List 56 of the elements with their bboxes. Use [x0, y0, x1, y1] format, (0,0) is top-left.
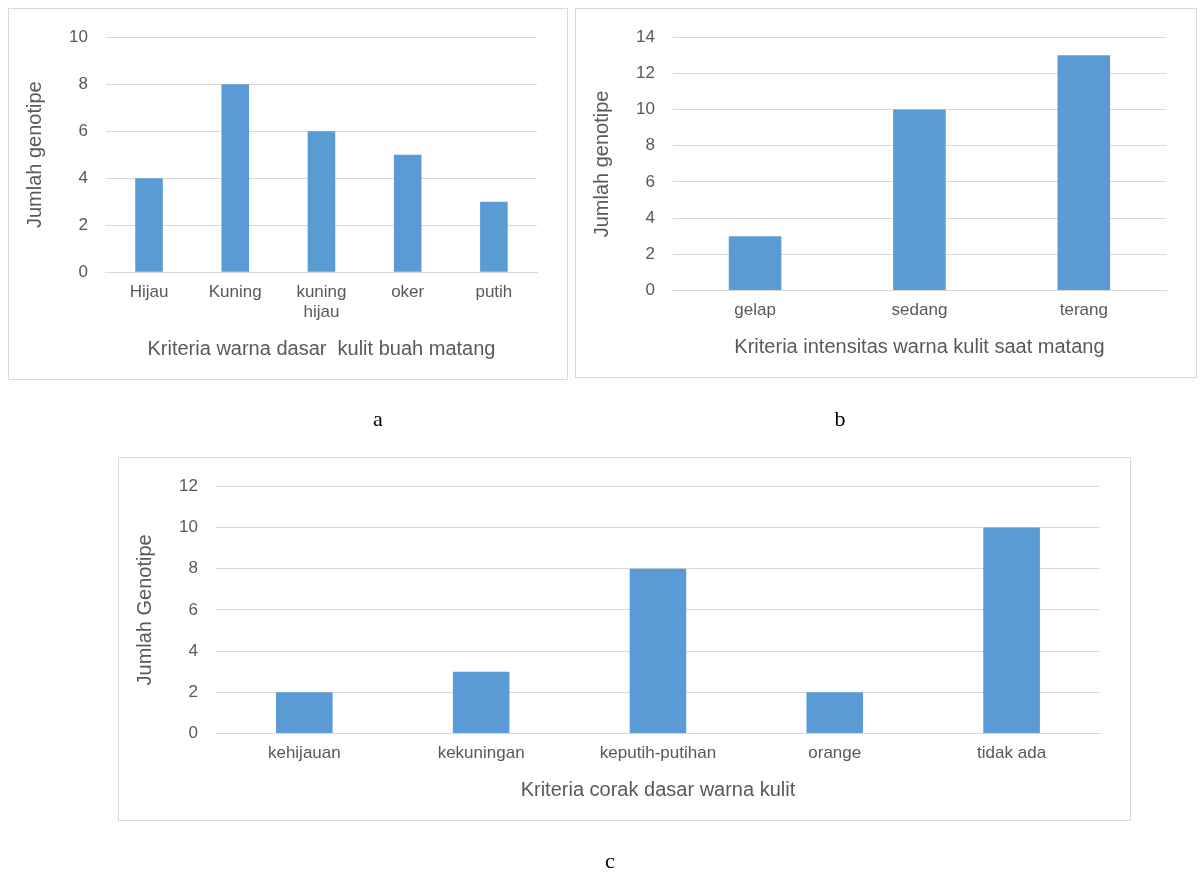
text: b	[834, 406, 846, 432]
y-tick-label: 8	[188, 558, 198, 578]
y-tick-label: 0	[645, 280, 655, 300]
x-axis-title: Kriteria warna dasar kulit buah matang	[147, 336, 496, 359]
bar	[276, 692, 333, 734]
bar	[983, 527, 1040, 734]
x-axis-title: Kriteria corak dasar warna kulit	[520, 777, 796, 800]
bar	[1057, 55, 1111, 291]
y-tick-label: 4	[78, 167, 88, 187]
x-tick-label: oker	[391, 282, 425, 302]
y-axis-title: Jumlah genotipe	[22, 81, 45, 229]
bar	[307, 131, 336, 272]
y-tick-label: 14	[635, 26, 655, 46]
y-tick-label: 8	[645, 135, 655, 155]
y-tick-label: 0	[188, 723, 198, 743]
bar	[806, 692, 864, 734]
y-tick-label: 10	[178, 517, 198, 537]
bar	[893, 109, 946, 291]
bar	[221, 84, 250, 272]
text: c	[605, 848, 615, 874]
bar	[728, 236, 782, 291]
x-tick-label: Hijau	[129, 282, 169, 302]
bar	[480, 201, 508, 272]
x-tick-label: tidak ada	[977, 743, 1047, 763]
x-tick-label: kekuningan	[437, 743, 525, 763]
bar	[452, 671, 510, 734]
y-tick-label: 12	[635, 63, 655, 83]
bar	[393, 154, 422, 272]
y-axis-title: Jumlah Genotipe	[132, 534, 155, 686]
x-tick-label: orange	[808, 743, 862, 763]
y-tick-label: 2	[188, 682, 198, 702]
x-tick-label: keputih-putihan	[599, 743, 717, 763]
x-tick-label: kuning hijau	[296, 282, 347, 322]
y-axis-title: Jumlah genotipe	[589, 90, 612, 238]
x-tick-label: terang	[1059, 300, 1108, 320]
bar	[629, 568, 687, 734]
y-tick-label: 2	[645, 244, 655, 264]
y-tick-label: 4	[645, 207, 655, 227]
y-tick-label: 12	[178, 475, 198, 495]
text: a	[373, 406, 383, 432]
y-tick-label: 6	[188, 599, 198, 619]
x-tick-label: gelap	[734, 300, 776, 320]
y-tick-label: 6	[645, 171, 655, 191]
x-tick-label: sedang	[891, 300, 948, 320]
y-tick-label: 0	[78, 261, 88, 281]
x-tick-label: Kuning	[208, 282, 262, 302]
x-axis-title: Kriteria intensitas warna kulit saat matang	[734, 334, 1105, 357]
x-tick-label: kehijauan	[267, 743, 341, 763]
bar	[135, 178, 163, 272]
y-tick-label: 2	[78, 214, 88, 234]
y-tick-label: 10	[68, 26, 88, 46]
y-tick-label: 10	[635, 99, 655, 119]
y-tick-label: 8	[78, 73, 88, 93]
y-tick-label: 6	[78, 120, 88, 140]
y-tick-label: 4	[188, 640, 198, 660]
x-tick-label: putih	[475, 282, 513, 302]
